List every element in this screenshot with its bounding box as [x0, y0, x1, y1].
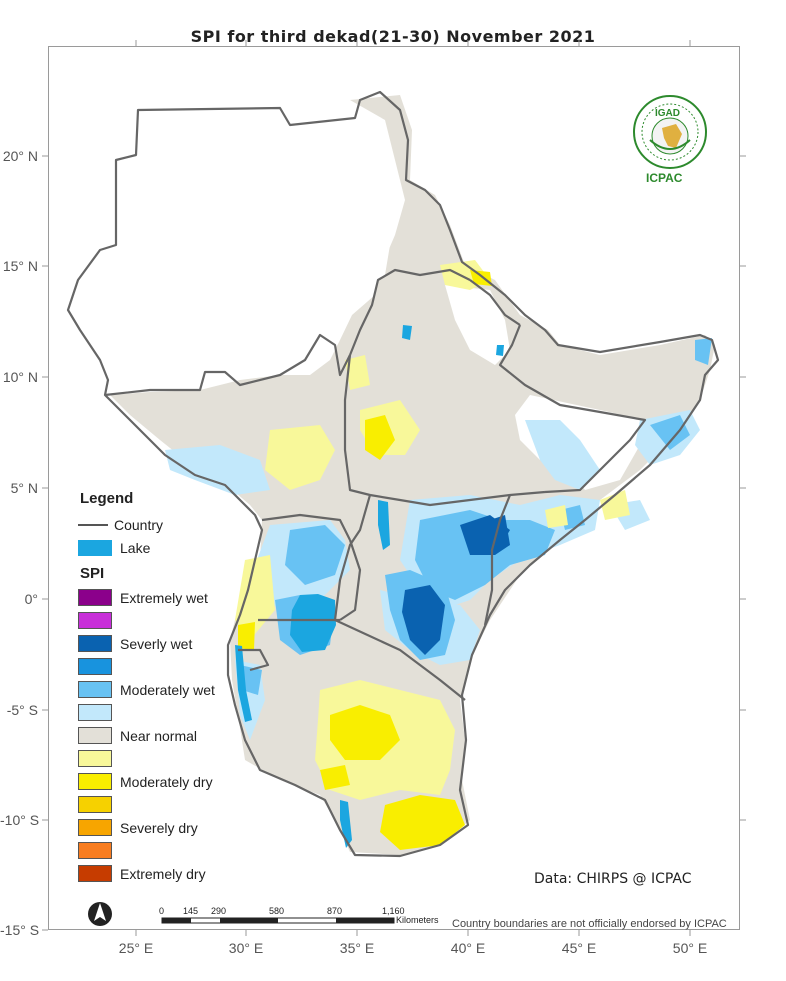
- lat-label-10s: -10° S: [0, 812, 40, 828]
- spi-class-swatch: [78, 704, 112, 721]
- map-title: SPI for third dekad(21-30) November 2021: [190, 27, 596, 46]
- lake-abbe: [496, 345, 504, 356]
- scale-tick-label: 580: [269, 906, 285, 916]
- spi-class-row: [78, 839, 248, 862]
- legend-country-label: Country: [114, 516, 164, 533]
- lon-label-45e: 45° E: [561, 940, 597, 956]
- spi-class-swatch: [78, 727, 112, 744]
- spi-class-label: Near normal: [120, 727, 198, 744]
- lon-label-35e: 35° E: [339, 940, 375, 956]
- spi-class-swatch: [78, 635, 112, 652]
- lat-label-15n: 15° N: [2, 258, 38, 274]
- lat-label-15s: -15° S: [0, 922, 40, 938]
- spi-class-label: Moderately dry: [120, 773, 213, 790]
- scale-tick-label: 290: [211, 906, 227, 916]
- lat-label-0: 0°: [24, 591, 38, 607]
- map-frame: [48, 46, 740, 930]
- lat-label-10n: 10° N: [2, 369, 38, 385]
- spi-class-label: Severely dry: [120, 819, 198, 836]
- lake-turkana: [378, 500, 390, 550]
- region-severely-wet: [402, 515, 510, 655]
- region-no-data-ethiopia-north: [445, 285, 510, 365]
- scale-unit-label: Kilometers: [396, 915, 439, 925]
- lon-label-40e: 40° E: [450, 940, 486, 956]
- country-line-symbol: [78, 523, 108, 526]
- spi-class-swatch: [78, 773, 112, 790]
- spi-class-row: Near normal: [78, 724, 248, 747]
- igad-badge-text: IGAD: [655, 108, 680, 119]
- scale-bar: [161, 917, 395, 924]
- spi-class-swatch: [78, 750, 112, 767]
- spi-class-swatch: [78, 589, 112, 606]
- spi-class-label: Moderately wet: [120, 681, 215, 698]
- spi-class-row: Extremely wet: [78, 586, 248, 609]
- spi-class-swatch: [78, 612, 112, 629]
- lat-label-5s: -5° S: [6, 702, 38, 718]
- spi-class-list: Extremely wet Severly wet Moderately wet Ne…: [78, 586, 248, 885]
- spi-legend-title: SPI: [80, 565, 105, 582]
- lon-label-50e: 50° E: [672, 940, 708, 956]
- spi-class-label: Extremely dry: [120, 865, 206, 882]
- lake-swatch: [78, 539, 112, 556]
- region-no-data-sudan: [70, 108, 395, 380]
- spi-class-swatch: [78, 842, 112, 859]
- scale-tick-label: 870: [327, 906, 343, 916]
- spi-class-row: Severly wet: [78, 632, 248, 655]
- spi-class-row: Extremely dry: [78, 862, 248, 885]
- lon-label-30e: 30° E: [228, 940, 264, 956]
- region-near-normal: [110, 95, 715, 855]
- lakes: [235, 325, 504, 848]
- spi-class-row: Severely dry: [78, 816, 248, 839]
- scale-tick-label: 0: [159, 906, 165, 916]
- legend-lake: Lake: [78, 536, 248, 559]
- spi-class-row: Moderately dry: [78, 770, 248, 793]
- icpac-logo-text: ICPAC: [646, 171, 683, 185]
- lake-tanganyika: [235, 645, 252, 722]
- spi-class-row: [78, 793, 248, 816]
- icpac-logo-icon: [633, 95, 707, 169]
- spi-class-swatch: [78, 681, 112, 698]
- spi-class-swatch: [78, 658, 112, 675]
- spi-class-label: Extremely wet: [120, 589, 208, 606]
- spi-class-row: [78, 609, 248, 632]
- legend-lake-label: Lake: [120, 539, 151, 556]
- data-credit: Data: CHIRPS @ ICPAC: [534, 871, 692, 887]
- lon-label-25e: 25° E: [118, 940, 154, 956]
- region-moderately-dry: [238, 270, 492, 850]
- scale-tick-label: 145: [183, 906, 199, 916]
- spi-class-row: Moderately wet: [78, 678, 248, 701]
- spi-class-row: [78, 701, 248, 724]
- spi-class-row: [78, 747, 248, 770]
- lat-label-20n: 20° N: [2, 148, 38, 164]
- lat-label-5n: 5° N: [10, 480, 38, 496]
- graticule-ticks: [42, 40, 746, 936]
- map-legend: Legend Country Lake SPI Extremely wet Sev…: [78, 490, 248, 885]
- lake-victoria: [290, 594, 336, 652]
- legend-title: Legend: [80, 490, 134, 507]
- disclaimer: Country boundaries are not officially en…: [452, 918, 727, 930]
- spi-class-swatch: [78, 819, 112, 836]
- scale-tick-label: 1,160: [382, 906, 405, 916]
- north-arrow-icon: [88, 902, 112, 926]
- legend-country: Country: [78, 513, 248, 536]
- spi-class-swatch: [78, 796, 112, 813]
- lake-tana: [402, 325, 412, 340]
- spi-class-row: [78, 655, 248, 678]
- lake-malawi: [340, 800, 352, 848]
- country-boundaries: [66, 90, 720, 858]
- spi-class-swatch: [78, 865, 112, 882]
- spi-class-label: Severly wet: [120, 635, 193, 652]
